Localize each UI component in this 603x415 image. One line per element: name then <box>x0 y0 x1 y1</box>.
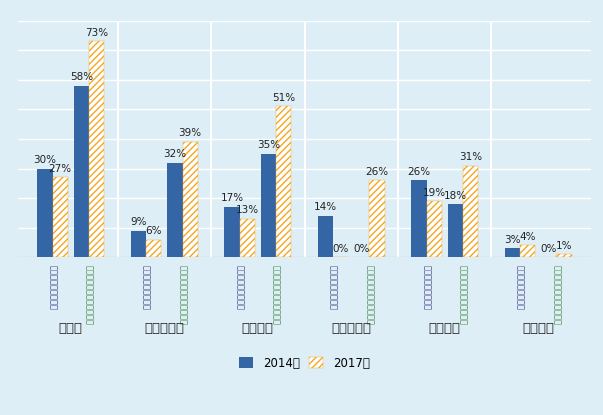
Text: 73%: 73% <box>85 28 109 38</box>
Bar <box>167 163 183 257</box>
Bar <box>276 107 291 257</box>
Bar <box>52 178 68 257</box>
Bar <box>318 216 333 257</box>
Text: 30%: 30% <box>33 155 57 165</box>
Text: タンザニア: タンザニア <box>144 322 185 335</box>
Text: 金融機関口座保有率: 金融機関口座保有率 <box>422 265 431 310</box>
Text: ワガンダ: ワガンダ <box>242 322 274 335</box>
Bar <box>447 204 463 257</box>
Text: 金融機関口座保有率: 金融機関口座保有率 <box>516 265 525 310</box>
Text: モバイルマネー口座保有率: モバイルマネー口座保有率 <box>178 265 187 325</box>
Text: 金融機関口座保有率: 金融機関口座保有率 <box>329 265 338 310</box>
Text: 39%: 39% <box>178 128 202 139</box>
Text: 1%: 1% <box>556 241 572 251</box>
Text: 58%: 58% <box>70 72 93 82</box>
Bar <box>505 249 520 257</box>
Bar <box>520 245 535 257</box>
Text: ケニア: ケニア <box>59 322 83 335</box>
Text: 6%: 6% <box>145 226 162 236</box>
Text: 18%: 18% <box>444 190 467 200</box>
Bar <box>183 142 198 257</box>
Bar <box>89 42 104 257</box>
Text: 金融機関口座保有率: 金融機関口座保有率 <box>235 265 244 310</box>
Bar <box>239 219 255 257</box>
Text: 19%: 19% <box>423 188 446 198</box>
Bar <box>260 154 276 257</box>
Text: 31%: 31% <box>459 152 482 162</box>
Text: 14%: 14% <box>314 203 337 212</box>
Bar <box>370 181 385 257</box>
Text: 35%: 35% <box>257 140 280 150</box>
Bar <box>411 181 426 257</box>
Legend: 2014年, 2017年: 2014年, 2017年 <box>235 352 374 374</box>
Text: 3%: 3% <box>504 235 520 245</box>
Bar <box>557 254 572 257</box>
Text: 4%: 4% <box>519 232 536 242</box>
Text: 金融機関口座保有率: 金融機関口座保有率 <box>142 265 151 310</box>
Bar <box>37 168 52 257</box>
Text: 51%: 51% <box>272 93 295 103</box>
Bar <box>224 207 239 257</box>
Text: 0%: 0% <box>332 244 349 254</box>
Bar <box>74 86 89 257</box>
Text: 金融機関口座保有率: 金融機関口座保有率 <box>48 265 57 310</box>
Text: 9%: 9% <box>130 217 147 227</box>
Bar <box>463 166 478 257</box>
Text: モバイルマネー口座保有率: モバイルマネー口座保有率 <box>552 265 561 325</box>
Text: 27%: 27% <box>49 164 72 174</box>
Text: モバイルマネー口座保有率: モバイルマネー口座保有率 <box>84 265 93 325</box>
Text: ブルンジ: ブルンジ <box>522 322 554 335</box>
Text: モバイルマネー口座保有率: モバイルマネー口座保有率 <box>365 265 374 325</box>
Bar <box>131 231 146 257</box>
Text: 26%: 26% <box>365 167 389 177</box>
Text: 13%: 13% <box>236 205 259 215</box>
Bar <box>146 239 162 257</box>
Text: 26%: 26% <box>407 167 431 177</box>
Text: モバイルマネー口座保有率: モバイルマネー口座保有率 <box>458 265 467 325</box>
Text: ルワンダ: ルワンダ <box>429 322 461 335</box>
Text: 32%: 32% <box>163 149 186 159</box>
Text: エチオピア: エチオピア <box>331 322 371 335</box>
Text: 0%: 0% <box>540 244 557 254</box>
Text: 0%: 0% <box>353 244 370 254</box>
Text: モバイルマネー口座保有率: モバイルマネー口座保有率 <box>271 265 280 325</box>
Bar <box>426 201 442 257</box>
Text: 17%: 17% <box>220 193 244 203</box>
